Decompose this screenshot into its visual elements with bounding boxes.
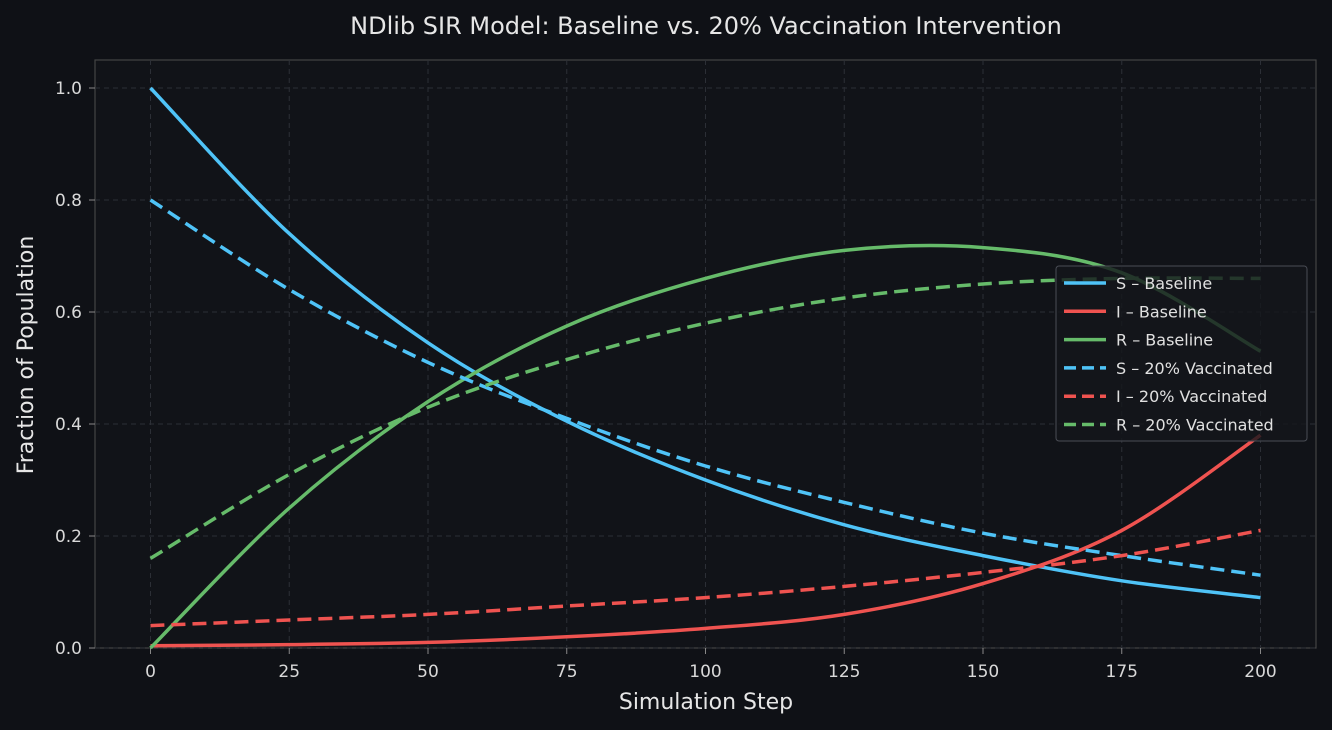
x-tick-label: 150 [967, 662, 999, 682]
y-axis-label: Fraction of Population [14, 236, 39, 475]
x-tick-label: 125 [828, 662, 860, 682]
legend-label-5: R – 20% Vaccinated [1116, 416, 1274, 435]
axes: 0 25 50 75 100 125 150 175 200 0.0 0.2 0.4 0.6 0.8 1.0 [55, 79, 1277, 682]
y-tick-label: 1.0 [55, 79, 82, 99]
legend-label-3: S – 20% Vaccinated [1116, 359, 1273, 378]
x-tick-label: 175 [1106, 662, 1138, 682]
legend-label-2: R – Baseline [1116, 331, 1213, 350]
series-line-3 [149, 198, 1261, 577]
series-line-4 [150, 528, 1261, 628]
legend: S – Baseline I – Baseline R – Baseline S – … [1055, 265, 1308, 442]
x-tick-label: 25 [278, 662, 300, 682]
x-tick-label: 100 [689, 662, 721, 682]
y-tick-label: 0.8 [55, 191, 82, 211]
x-tick-label: 75 [556, 662, 578, 682]
y-tick-label: 0.0 [55, 639, 82, 659]
legend-label-4: I – 20% Vaccinated [1116, 387, 1267, 406]
chart-title: NDlib SIR Model: Baseline vs. 20% Vaccin… [350, 12, 1062, 40]
legend-box [1055, 265, 1308, 442]
x-tick-label: 0 [145, 662, 156, 682]
series-line-1 [150, 433, 1262, 648]
series-line-2 [149, 243, 1262, 650]
legend-label-1: I – Baseline [1116, 302, 1207, 321]
y-tick-label: 0.4 [55, 415, 82, 435]
legend-label-0: S – Baseline [1116, 274, 1212, 293]
x-tick-label: 50 [417, 662, 439, 682]
series-line-0 [149, 86, 1261, 600]
x-tick-label: 200 [1244, 662, 1276, 682]
y-tick-label: 0.2 [55, 527, 82, 547]
x-axis-label: Simulation Step [619, 690, 793, 715]
y-tick-label: 0.6 [55, 303, 82, 323]
